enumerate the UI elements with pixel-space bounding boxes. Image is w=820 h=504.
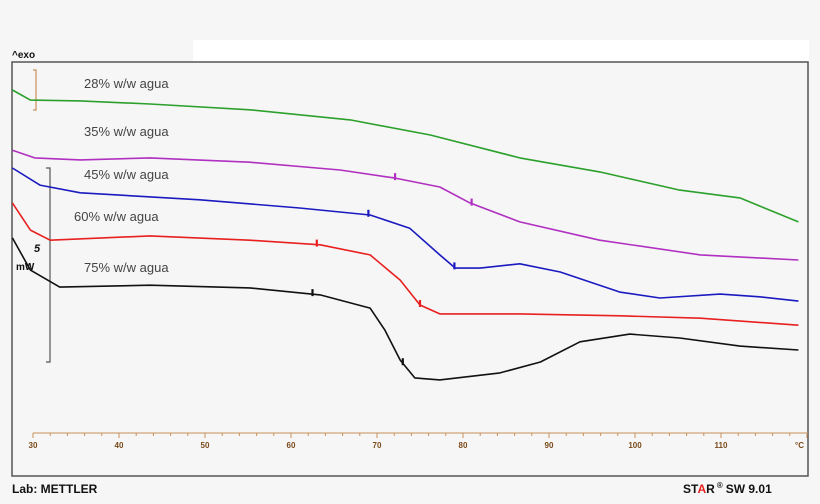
series-line-4 (11, 237, 799, 381)
star-logo: STAR (683, 482, 715, 496)
footer-lab: Lab: METTLER (12, 482, 98, 496)
scale-bar (46, 167, 51, 363)
series-label-75: 75% w/w agua (84, 260, 169, 275)
series-line-2 (11, 167, 799, 302)
footer-software: STAR ® SW 9.01 (683, 481, 772, 496)
scale-bar-unit: mW (16, 262, 35, 273)
x-unit: °C (795, 441, 804, 450)
series-label-45: 45% w/w agua (84, 167, 169, 182)
x-tick-label: 50 (201, 441, 210, 450)
x-tick-label: 30 (29, 441, 38, 450)
x-tick-label: 100 (628, 441, 642, 450)
series-label-60: 60% w/w agua (74, 209, 159, 224)
x-tick-label: 60 (287, 441, 296, 450)
series-label-35: 35% w/w agua (84, 124, 169, 139)
exo-label: ^exo (12, 50, 35, 61)
exo-bracket (33, 69, 37, 111)
series-line-0 (12, 89, 799, 223)
plot-frame (11, 61, 809, 477)
x-tick-label: 40 (115, 441, 124, 450)
x-tick-label: 70 (373, 441, 382, 450)
x-tick-label: 90 (545, 441, 554, 450)
series-line-3 (11, 202, 799, 326)
x-tick-label: 110 (715, 441, 728, 450)
header-box (193, 40, 809, 62)
scale-bar-value: 5 (34, 243, 41, 255)
software-version: SW 9.01 (726, 482, 772, 496)
x-tick-label: 80 (459, 441, 468, 450)
series-label-28: 28% w/w agua (84, 76, 169, 91)
